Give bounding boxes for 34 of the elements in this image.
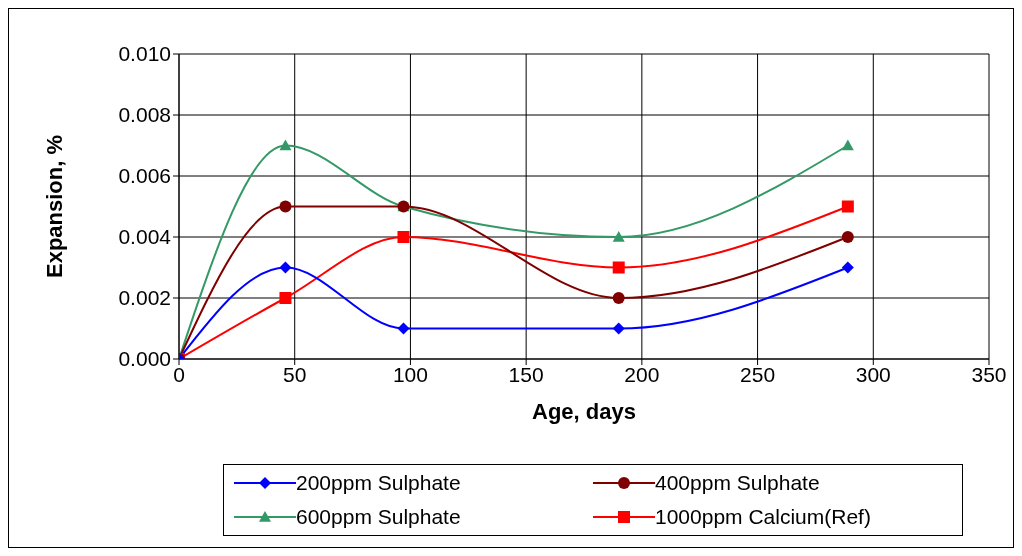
x-tick-label: 250 <box>740 362 776 386</box>
x-tick-label: 50 <box>283 362 307 386</box>
legend-label: 1000ppm Calcium(Ref) <box>655 505 871 529</box>
point <box>397 322 410 335</box>
point <box>279 200 292 213</box>
x-axis-title: Age, days <box>532 399 636 424</box>
point <box>841 139 854 151</box>
point <box>279 139 292 151</box>
y-tick-label: 0.008 <box>118 103 171 127</box>
x-tick-label: 300 <box>855 362 891 386</box>
point <box>841 261 854 274</box>
legend-label: 600ppm Sulphate <box>296 505 461 529</box>
x-tick-label: 200 <box>624 362 660 386</box>
y-tick-label: 0.000 <box>118 347 171 371</box>
x-tick-label: 150 <box>508 362 544 386</box>
y-axis-title: Expansion, % <box>41 134 67 279</box>
x-tick-label: 100 <box>392 362 428 386</box>
point <box>279 292 292 304</box>
point <box>279 261 292 274</box>
point <box>612 261 625 274</box>
point <box>841 231 854 243</box>
point <box>612 292 625 304</box>
legend-label: 200ppm Sulphate <box>296 471 461 495</box>
y-tick-label: 0.010 <box>118 42 171 66</box>
x-tick-label: 0 <box>173 362 185 386</box>
y-tick-label: 0.004 <box>118 225 172 249</box>
x-tick-label: 350 <box>971 362 1007 386</box>
point <box>397 231 410 243</box>
legend-label: 400ppm Sulphate <box>655 471 820 495</box>
point <box>841 200 854 213</box>
point <box>612 322 625 335</box>
point <box>612 231 625 242</box>
y-tick-label: 0.002 <box>118 286 171 310</box>
y-tick-label: 0.006 <box>118 164 171 188</box>
